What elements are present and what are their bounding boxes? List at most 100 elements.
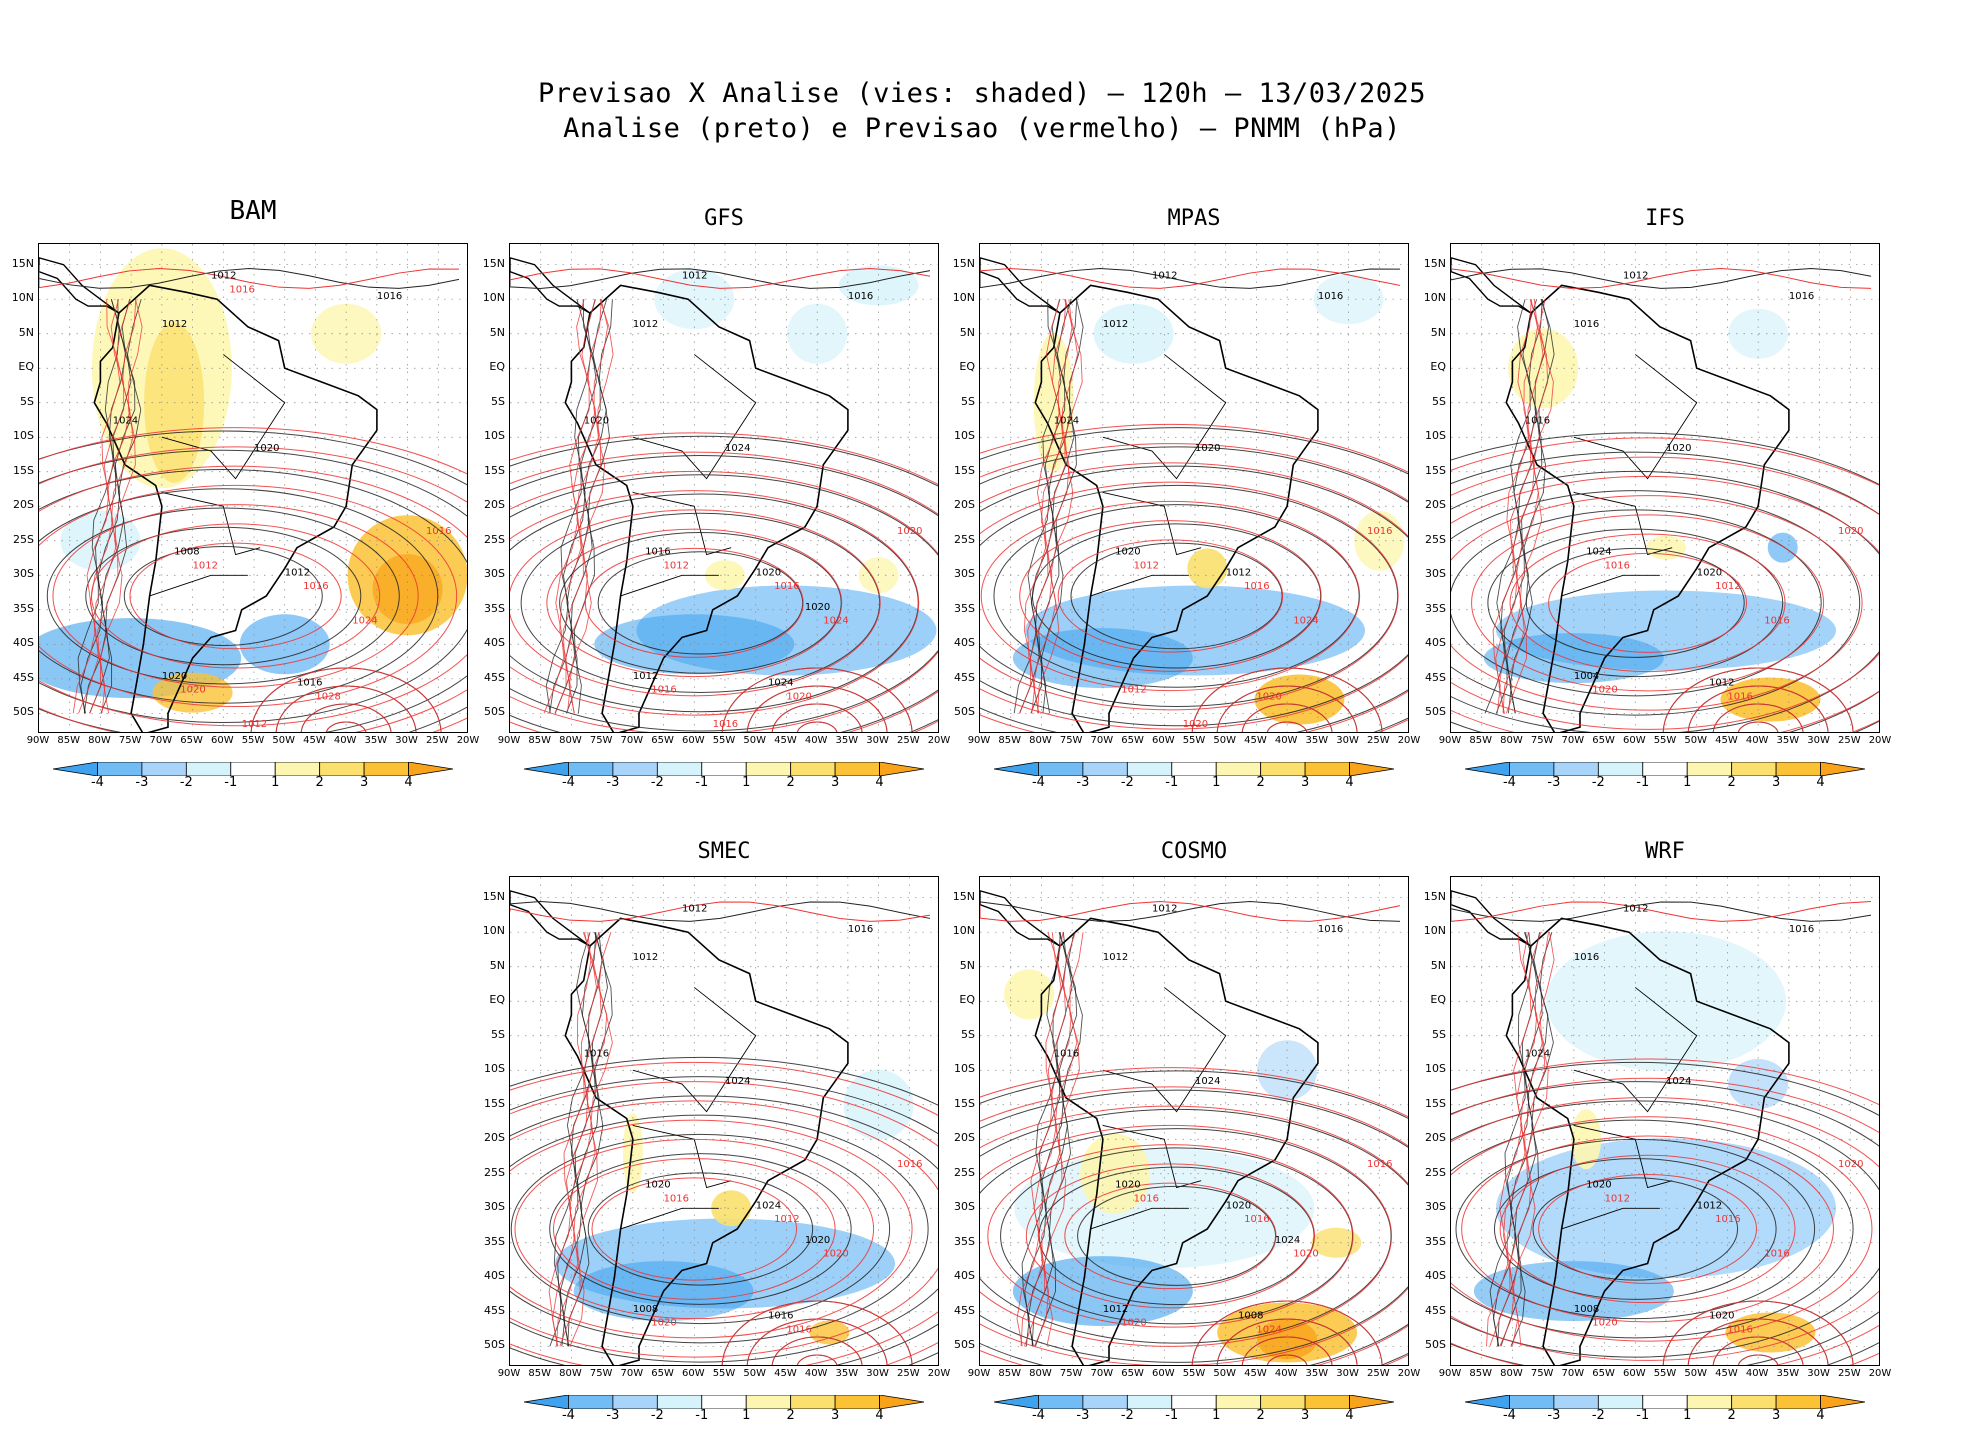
lon-label: 55W bbox=[1653, 1368, 1677, 1379]
colorbar-swatch bbox=[408, 761, 454, 777]
lat-label: 15N bbox=[952, 256, 975, 270]
lat-label: 35S bbox=[484, 601, 505, 615]
analysis-contour bbox=[1525, 547, 1745, 658]
analysis-contour-label: 1020 bbox=[1115, 547, 1140, 558]
forecast-contour bbox=[1451, 495, 1863, 711]
colorbar-label: 3 bbox=[1771, 775, 1781, 790]
analysis-contour-label: 1024 bbox=[725, 443, 750, 454]
analysis-contour-label: 1012 bbox=[1152, 271, 1177, 282]
colorbar-swatch bbox=[1464, 1394, 1510, 1410]
lat-label: 20S bbox=[1425, 1131, 1446, 1145]
forecast-andes-contour bbox=[97, 299, 137, 714]
colorbar-swatch bbox=[612, 1394, 658, 1410]
lon-label: 90W bbox=[497, 735, 521, 746]
colorbar-swatch bbox=[1553, 1394, 1599, 1410]
colorbar: -4 -3 -2 -1 1 2 3 4 bbox=[523, 761, 925, 795]
lat-label: 25S bbox=[1425, 1165, 1446, 1179]
lon-label: 40W bbox=[333, 735, 357, 746]
lon-label: 25W bbox=[1366, 1368, 1390, 1379]
colorbar-swatch bbox=[745, 761, 792, 777]
analysis-andes-contour bbox=[1021, 932, 1061, 1347]
colorbar-label: 2 bbox=[786, 775, 795, 790]
forecast-contour-label: 1016 bbox=[786, 1324, 811, 1335]
forecast-low-contour bbox=[1216, 1318, 1358, 1365]
analysis-contour-label: 1024 bbox=[1054, 415, 1079, 426]
lon-label: 20W bbox=[927, 1368, 951, 1379]
analysis-contour bbox=[510, 1076, 938, 1365]
forecast-contour-label: 1016 bbox=[1727, 1324, 1752, 1335]
analysis-low-contour bbox=[796, 1354, 838, 1365]
analysis-contour bbox=[549, 1153, 852, 1305]
colorbar-label: 1 bbox=[1683, 1408, 1692, 1423]
lon-label: 25W bbox=[896, 735, 920, 746]
lon-label: 20W bbox=[1397, 735, 1421, 746]
analysis-andes-contour bbox=[1509, 299, 1555, 714]
forecast-andes-contour bbox=[556, 932, 602, 1347]
lat-label: 10N bbox=[1423, 291, 1446, 305]
colorbar-label: -1 bbox=[224, 775, 238, 790]
forecast-contour bbox=[980, 1105, 1408, 1365]
forecast-contour bbox=[552, 1158, 836, 1300]
lon-label: 35W bbox=[1305, 735, 1329, 746]
forecast-andes-contour bbox=[1498, 299, 1544, 714]
analysis-contour bbox=[1532, 1177, 1739, 1281]
colorbar-label: 1 bbox=[1212, 1408, 1221, 1423]
lat-label: EQ bbox=[489, 993, 505, 1007]
lon-label: 20W bbox=[1868, 1368, 1892, 1379]
analysis-contour-label: 1016 bbox=[1525, 415, 1550, 426]
colorbar-swatch bbox=[701, 761, 747, 777]
analysis-contour-label: 1020 bbox=[162, 671, 187, 682]
lat-label: EQ bbox=[959, 993, 975, 1007]
lon-label: 55W bbox=[1182, 735, 1206, 746]
forecast-contour bbox=[1064, 1182, 1277, 1290]
lon-label: 70W bbox=[620, 1368, 644, 1379]
lon-label: 60W bbox=[1622, 1368, 1646, 1379]
lat-label: 15N bbox=[1423, 256, 1446, 270]
forecast-low-contour bbox=[1687, 1318, 1829, 1365]
lat-label: 5S bbox=[491, 1027, 505, 1041]
forecast-contour-label: 1016 bbox=[303, 581, 328, 592]
analysis-contour bbox=[510, 1095, 938, 1363]
forecast-contour-label: 1016 bbox=[1715, 1214, 1740, 1225]
lon-label: 75W bbox=[589, 735, 613, 746]
forecast-andes-contour bbox=[548, 932, 592, 1347]
coastline-central-america bbox=[980, 257, 1061, 314]
forecast-low-contour bbox=[721, 1300, 913, 1365]
forecast-contour-label: 1024 bbox=[823, 616, 848, 627]
forecast-low-contour bbox=[1712, 1336, 1804, 1365]
lon-label: 40W bbox=[804, 1368, 828, 1379]
forecast-low-contour bbox=[1216, 685, 1358, 732]
analysis-contour bbox=[510, 1114, 929, 1344]
forecast-contour bbox=[510, 1061, 938, 1365]
lat-label: 30S bbox=[484, 1200, 505, 1214]
forecast-andes-contour bbox=[1512, 932, 1555, 1347]
colorbar-label: -3 bbox=[1547, 1408, 1561, 1423]
lon-label: 25W bbox=[425, 735, 449, 746]
analysis-contour bbox=[39, 430, 467, 732]
lat-label: 30S bbox=[484, 567, 505, 581]
forecast-contour bbox=[510, 432, 938, 732]
forecast-low-contour bbox=[746, 1318, 888, 1365]
lat-label: 10N bbox=[482, 291, 505, 305]
lon-label: 30W bbox=[1336, 1368, 1359, 1379]
analysis-contour-label: 1008 bbox=[1574, 1304, 1599, 1315]
lat-label: 15N bbox=[482, 256, 505, 270]
analysis-andes-contour bbox=[77, 299, 120, 714]
colorbar-swatch bbox=[1038, 761, 1084, 777]
forecast-isobar-north bbox=[39, 264, 460, 289]
forecast-andes-contour bbox=[1043, 932, 1084, 1347]
analysis-andes-contour bbox=[1034, 932, 1083, 1347]
lat-label: 5S bbox=[20, 394, 34, 408]
colorbar-label: 4 bbox=[1816, 775, 1825, 790]
forecast-low-contour bbox=[1241, 1336, 1333, 1365]
forecast-contour bbox=[510, 451, 938, 732]
lon-label: 90W bbox=[1438, 735, 1462, 746]
analysis-contour bbox=[1451, 490, 1861, 716]
forecast-contour bbox=[1025, 1163, 1316, 1309]
lon-label: 70W bbox=[149, 735, 173, 746]
map-panel-ifs: 1012 1016 1016 1016 1020 1024 1020 1004 1012 1016… bbox=[1450, 243, 1880, 733]
colorbar-swatch bbox=[141, 761, 187, 777]
coastline-central-america bbox=[39, 257, 120, 314]
analysis-isobar-north bbox=[510, 901, 931, 922]
forecast-contour bbox=[1461, 1135, 1834, 1323]
